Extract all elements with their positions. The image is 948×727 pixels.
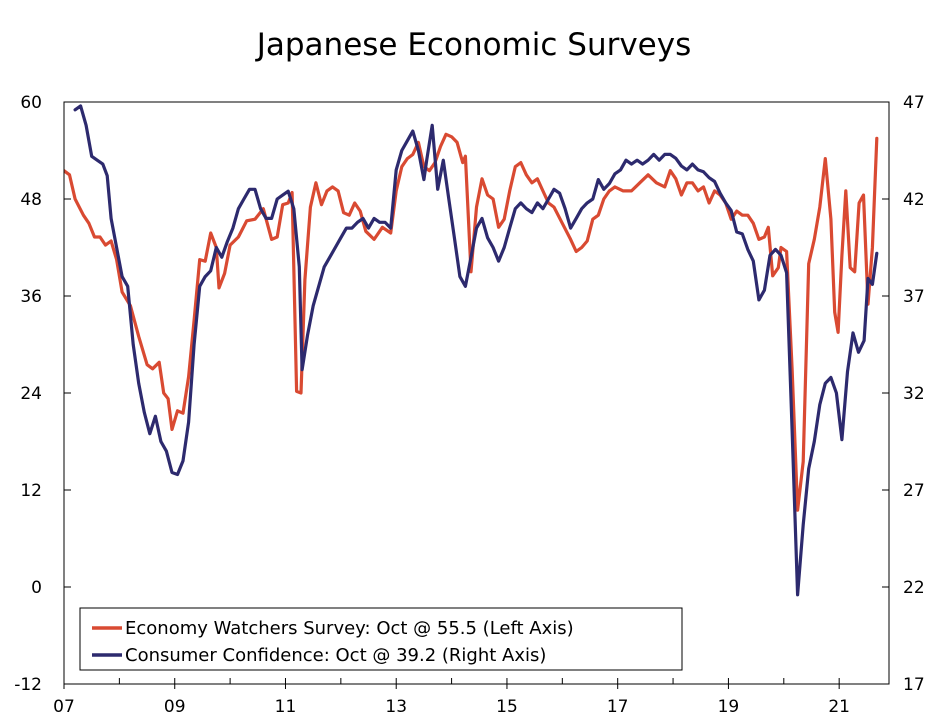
left-axis-tick-label: 36 xyxy=(20,287,42,307)
right-axis-tick-label: 32 xyxy=(903,384,925,404)
axes: 60 48 36 24 12 0 -12 47 42 37 32 27 22 17 07 09 11 13 15 17… xyxy=(14,93,924,717)
chart-title: Japanese Economic Surveys xyxy=(255,27,692,63)
left-axis-tick-label: 0 xyxy=(31,578,42,598)
legend-label-economy-watchers: Economy Watchers Survey: Oct @ 55.5 (Lef… xyxy=(125,618,574,639)
legend-box xyxy=(79,607,683,671)
x-axis-tick-label: 17 xyxy=(607,697,629,717)
right-axis-tick-label: 22 xyxy=(903,578,925,598)
series-line-economy-watchers xyxy=(64,132,879,512)
right-axis-tick-label: 47 xyxy=(903,93,925,113)
left-axis-tick-label: 12 xyxy=(20,481,42,501)
x-axis-tick-label: 13 xyxy=(385,697,407,717)
x-axis-tick-label: 21 xyxy=(828,697,850,717)
plot-frame xyxy=(63,101,890,685)
right-axis-tick-label: 37 xyxy=(903,287,925,307)
legend-label-consumer-confidence: Consumer Confidence: Oct @ 39.2 (Right A… xyxy=(125,645,546,666)
x-axis-tick-label: 19 xyxy=(718,697,740,717)
right-axis-tick-label: 17 xyxy=(903,675,925,695)
series-layer xyxy=(64,104,879,597)
left-axis-tick-label: 48 xyxy=(20,190,42,210)
series-line-consumer-confidence xyxy=(73,104,879,597)
legend: Economy Watchers Survey: Oct @ 55.5 (Lef… xyxy=(79,607,683,671)
x-axis-tick-label: 09 xyxy=(164,697,186,717)
x-axis-tick-label: 11 xyxy=(275,697,297,717)
right-axis-tick-label: 27 xyxy=(903,481,925,501)
left-axis-tick-label: 60 xyxy=(20,93,42,113)
x-axis-tick-label: 07 xyxy=(53,697,75,717)
left-axis-tick-label: 24 xyxy=(20,384,42,404)
x-axis-tick-label: 15 xyxy=(496,697,518,717)
right-axis-tick-label: 42 xyxy=(903,190,925,210)
left-axis-tick-label: -12 xyxy=(14,675,42,695)
